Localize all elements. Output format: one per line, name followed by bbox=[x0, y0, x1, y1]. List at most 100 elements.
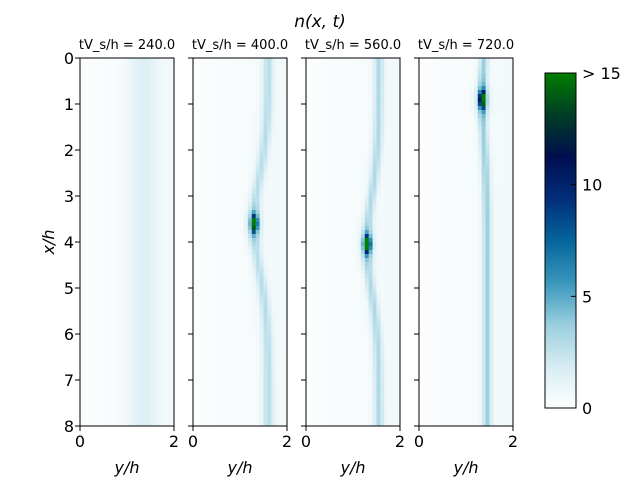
heatmap-cell bbox=[130, 174, 136, 179]
heatmap-cell bbox=[220, 222, 225, 227]
heatmap-cell bbox=[196, 242, 202, 247]
heatmap-cell bbox=[123, 326, 128, 331]
heatmap-cell bbox=[83, 98, 89, 103]
heatmap-cell bbox=[212, 58, 217, 63]
heatmap-cell bbox=[127, 226, 132, 231]
heatmap-cell bbox=[99, 106, 104, 111]
heatmap-cell bbox=[267, 382, 272, 387]
heatmap-cell bbox=[317, 58, 323, 63]
heatmap-cell bbox=[154, 202, 159, 207]
heatmap-cell bbox=[204, 106, 210, 111]
heatmap-cell bbox=[220, 402, 225, 407]
heatmap-cell bbox=[162, 262, 167, 267]
heatmap-cell bbox=[130, 190, 136, 195]
heatmap-cell bbox=[103, 382, 108, 387]
heatmap-cell bbox=[356, 66, 362, 71]
heatmap-cell bbox=[240, 82, 245, 87]
heatmap-cell bbox=[107, 406, 112, 411]
heatmap-cell bbox=[196, 110, 202, 115]
heatmap-cell bbox=[240, 142, 245, 147]
heatmap-cell bbox=[224, 162, 229, 167]
heatmap-cell bbox=[80, 154, 85, 159]
heatmap-cell bbox=[271, 390, 276, 395]
heatmap-cell bbox=[115, 390, 120, 395]
heatmap-cell bbox=[111, 354, 116, 359]
heatmap-cell bbox=[134, 82, 140, 87]
heatmap-cell bbox=[115, 306, 120, 311]
heatmap-cell bbox=[267, 342, 272, 347]
heatmap-cell bbox=[162, 266, 167, 271]
heatmap-cell bbox=[91, 202, 97, 207]
heatmap-cell bbox=[138, 126, 144, 131]
heatmap-cell bbox=[356, 110, 362, 115]
heatmap-cell bbox=[208, 250, 213, 255]
heatmap-cell bbox=[150, 210, 155, 215]
heatmap-cell bbox=[154, 322, 159, 327]
heatmap-cell bbox=[325, 74, 330, 79]
heatmap-cell bbox=[142, 158, 147, 163]
heatmap-cell bbox=[158, 334, 163, 339]
heatmap-cell bbox=[267, 170, 272, 175]
heatmap-cell bbox=[162, 282, 167, 287]
heatmap-cell bbox=[208, 66, 213, 71]
heatmap-cell bbox=[247, 286, 253, 291]
heatmap-cell bbox=[360, 142, 366, 147]
heatmap-cell bbox=[138, 310, 144, 315]
heatmap-cell bbox=[166, 422, 171, 427]
heatmap-cell bbox=[103, 394, 108, 399]
heatmap-cell bbox=[232, 318, 237, 323]
heatmap-cell bbox=[283, 314, 288, 319]
heatmap-cell bbox=[107, 350, 112, 355]
heatmap-cell bbox=[91, 410, 97, 415]
heatmap-cell bbox=[356, 142, 362, 147]
heatmap-cell bbox=[154, 286, 159, 291]
heatmap-cell bbox=[224, 90, 229, 95]
heatmap-cell bbox=[267, 278, 272, 283]
heatmap-cell bbox=[279, 390, 284, 395]
heatmap-cell bbox=[170, 158, 175, 163]
heatmap-cell bbox=[154, 298, 159, 303]
heatmap-cell bbox=[200, 302, 206, 307]
heatmap-cell bbox=[150, 386, 155, 391]
heatmap-cell bbox=[103, 354, 108, 359]
heatmap-cell bbox=[196, 346, 202, 351]
heatmap-cell bbox=[119, 202, 124, 207]
heatmap-cell bbox=[80, 230, 85, 235]
heatmap-cell bbox=[87, 170, 93, 175]
heatmap-cell bbox=[309, 142, 315, 147]
heatmap-cell bbox=[333, 70, 338, 75]
heatmap-cell bbox=[130, 58, 136, 63]
heatmap-cell bbox=[204, 266, 210, 271]
heatmap-cell bbox=[150, 406, 155, 411]
heatmap-cell bbox=[228, 118, 233, 123]
heatmap-cell bbox=[193, 290, 198, 295]
heatmap-cell bbox=[196, 326, 202, 331]
heatmap-cell bbox=[243, 78, 249, 83]
heatmap-cell bbox=[196, 310, 202, 315]
heatmap-cell bbox=[142, 286, 147, 291]
heatmap-cell bbox=[200, 178, 206, 183]
heatmap-cell bbox=[154, 198, 159, 203]
heatmap-cell bbox=[119, 166, 124, 171]
heatmap-cell bbox=[271, 358, 276, 363]
heatmap-cell bbox=[337, 122, 342, 127]
heatmap-cell bbox=[240, 106, 245, 111]
heatmap-cell bbox=[236, 58, 241, 63]
heatmap-cell bbox=[119, 118, 124, 123]
heatmap-cell bbox=[127, 194, 132, 199]
heatmap-cell bbox=[158, 350, 163, 355]
heatmap-cell bbox=[243, 398, 249, 403]
heatmap-cell bbox=[123, 226, 128, 231]
heatmap-cell bbox=[142, 234, 147, 239]
heatmap-cell bbox=[243, 230, 249, 235]
heatmap-cell bbox=[279, 166, 284, 171]
heatmap-cell bbox=[283, 134, 288, 139]
heatmap-cell bbox=[111, 342, 116, 347]
heatmap-cell bbox=[208, 390, 213, 395]
heatmap-cell bbox=[228, 278, 233, 283]
heatmap-cell bbox=[283, 86, 288, 91]
heatmap-cell bbox=[134, 402, 140, 407]
heatmap-cell bbox=[123, 298, 128, 303]
heatmap-cell bbox=[204, 374, 210, 379]
heatmap-cell bbox=[349, 86, 354, 91]
